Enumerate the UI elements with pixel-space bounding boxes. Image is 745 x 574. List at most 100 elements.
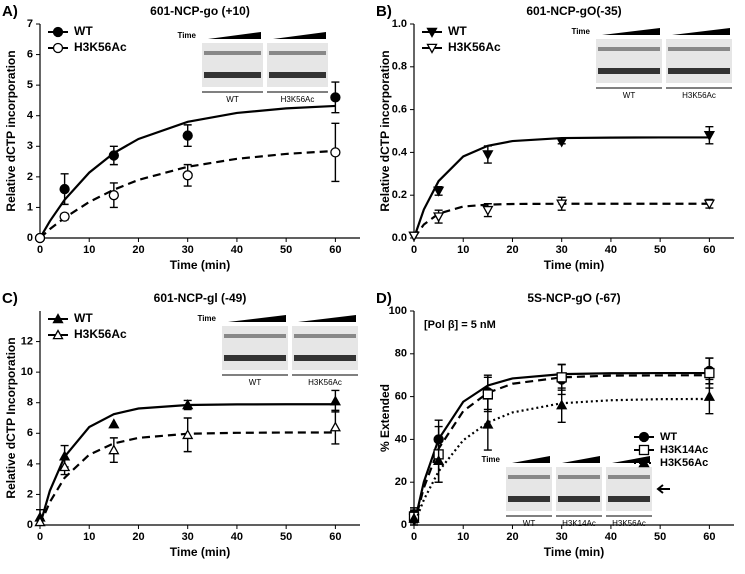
- marker: [433, 212, 445, 223]
- marker: [408, 231, 420, 242]
- gel: [292, 326, 358, 370]
- y-tick-label: 1: [27, 201, 33, 213]
- marker: [556, 372, 567, 383]
- marker: [182, 399, 194, 410]
- fit-line: [413, 202, 710, 239]
- legend-label: H3K56Ac: [448, 40, 501, 54]
- chart-title: 5S-NCP-gO (-67): [527, 291, 620, 305]
- gel: [506, 467, 552, 511]
- marker: [52, 329, 64, 340]
- marker: [704, 367, 715, 379]
- marker: [59, 211, 70, 222]
- y-axis-label: Relative dCTP incorporation: [378, 50, 392, 211]
- x-tick-label: 60: [703, 531, 715, 543]
- chart-title: 601-NCP-gl (-49): [154, 291, 247, 305]
- inset-label: Time: [177, 31, 196, 40]
- y-tick-label: 4: [27, 458, 34, 470]
- marker: [703, 199, 715, 210]
- lane-label: WT: [226, 95, 239, 104]
- marker: [408, 512, 420, 523]
- gel: [556, 467, 602, 511]
- y-tick-label: 2: [27, 171, 33, 183]
- y-tick-label: 0: [27, 232, 33, 244]
- gel-band: [608, 475, 650, 479]
- x-tick-label: 10: [83, 244, 95, 256]
- x-tick-label: 10: [457, 244, 469, 256]
- marker: [329, 395, 341, 406]
- marker: [108, 444, 120, 455]
- x-tick-label: 0: [411, 244, 417, 256]
- panel-label: C): [2, 290, 18, 307]
- legend-label: WT: [660, 431, 677, 443]
- x-axis-label: Time (min): [170, 258, 230, 272]
- gel-band: [608, 496, 650, 502]
- lane-label: WT: [523, 519, 536, 528]
- marker: [329, 421, 341, 432]
- marker: [482, 418, 494, 429]
- gel: [267, 43, 328, 87]
- gel-band: [224, 334, 286, 338]
- x-tick-label: 50: [654, 531, 666, 543]
- gel-band: [269, 51, 326, 55]
- marker: [556, 399, 568, 410]
- marker: [330, 92, 341, 103]
- lane-label: H3K56Ac: [308, 378, 342, 387]
- marker: [482, 205, 494, 217]
- annotation: [Pol β] = 5 nM: [424, 319, 496, 331]
- x-tick-label: 60: [703, 244, 715, 256]
- marker: [34, 516, 46, 527]
- inset-label: Time: [571, 27, 590, 36]
- gel-band: [294, 334, 356, 338]
- y-tick-label: 40: [395, 433, 407, 445]
- y-tick-label: 10: [21, 366, 33, 378]
- time-wedge: [672, 28, 730, 35]
- x-tick-label: 0: [37, 531, 43, 543]
- legend-label: WT: [74, 24, 93, 38]
- time-wedge: [612, 456, 650, 463]
- lane-label: H3K56Ac: [281, 95, 315, 104]
- y-tick-label: 0.2: [392, 189, 407, 201]
- x-tick-label: 30: [556, 244, 568, 256]
- x-tick-label: 50: [654, 244, 666, 256]
- gel-band: [269, 72, 326, 78]
- gel-band: [558, 475, 600, 479]
- x-tick-label: 10: [83, 531, 95, 543]
- y-tick-label: 2: [27, 488, 33, 500]
- x-tick-label: 20: [132, 244, 144, 256]
- gel: [222, 326, 288, 370]
- y-tick-label: 20: [395, 476, 407, 488]
- gel-band: [224, 355, 286, 361]
- x-tick-label: 0: [411, 531, 417, 543]
- marker: [52, 313, 64, 324]
- panel-label: A): [2, 3, 18, 20]
- time-wedge: [512, 456, 550, 463]
- x-tick-label: 30: [556, 531, 568, 543]
- y-tick-label: 0.4: [392, 146, 408, 158]
- fit-line: [412, 136, 710, 239]
- x-tick-label: 0: [37, 244, 43, 256]
- marker: [703, 131, 715, 142]
- marker: [638, 431, 650, 443]
- marker: [638, 444, 650, 456]
- marker: [426, 27, 438, 38]
- lane-label: H3K56Ac: [612, 519, 646, 528]
- panel-label: B): [376, 3, 392, 20]
- gel-band: [508, 496, 550, 502]
- marker: [482, 150, 494, 161]
- fit-line: [38, 431, 336, 526]
- gel-band: [204, 51, 261, 55]
- marker: [182, 428, 194, 440]
- x-tick-label: 30: [182, 244, 194, 256]
- marker: [556, 137, 568, 148]
- y-tick-label: 100: [389, 305, 407, 317]
- y-tick-label: 0: [27, 519, 33, 531]
- x-axis-label: Time (min): [544, 258, 604, 272]
- y-axis-label: Relative dCTP Incorporation: [4, 337, 18, 498]
- x-tick-label: 30: [182, 531, 194, 543]
- y-tick-label: 0: [401, 519, 407, 531]
- y-axis-label: Relative dCTP incorporation: [4, 50, 18, 211]
- legend-label: H3K56Ac: [660, 457, 708, 469]
- marker: [182, 130, 193, 141]
- marker: [638, 457, 650, 468]
